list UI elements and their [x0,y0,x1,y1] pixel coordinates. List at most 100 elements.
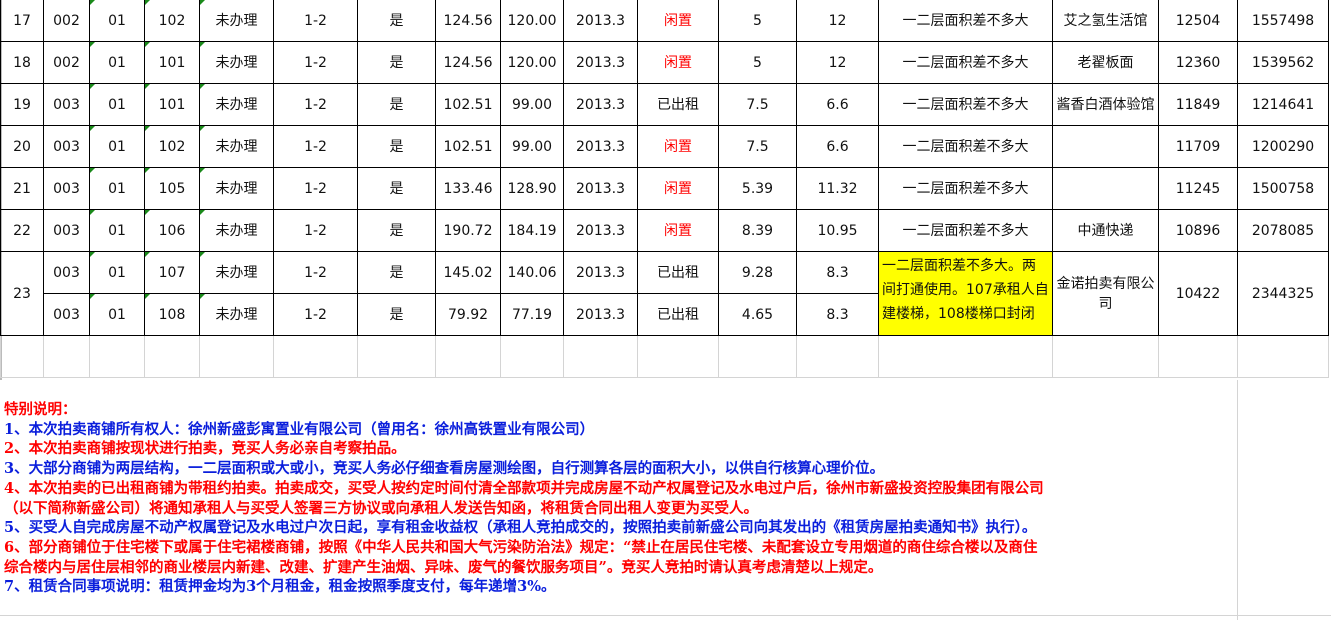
cell-no[interactable]: 23 [0,251,44,336]
cell-room[interactable]: 102 [144,0,200,42]
cell-year[interactable]: 2013.3 [563,293,638,336]
cell-flag[interactable]: 是 [357,125,436,168]
cell-tenant[interactable]: 艾之氢生活馆 [1052,0,1159,42]
cell-v1[interactable]: 5.39 [718,167,797,210]
cell-floor[interactable]: 1-2 [273,125,358,168]
cell-room[interactable]: 108 [144,293,200,336]
empty-cell[interactable] [273,335,358,378]
cell-total[interactable]: 1214641 [1237,83,1329,126]
cell-status[interactable]: 已出租 [637,83,719,126]
cell-remark[interactable]: 一二层面积差不多大 [878,209,1053,252]
cell-flag[interactable]: 是 [357,293,436,336]
cell-flag[interactable]: 是 [357,83,436,126]
cell-floor[interactable]: 1-2 [273,167,358,210]
cell-bldg[interactable]: 003 [43,251,90,294]
empty-cell[interactable] [718,335,797,378]
cell-no[interactable]: 21 [0,167,44,210]
cell-cert[interactable]: 未办理 [199,251,274,294]
cell-price[interactable]: 11849 [1158,83,1238,126]
empty-cell[interactable] [435,335,501,378]
cell-room[interactable]: 101 [144,83,200,126]
cell-total[interactable]: 1557498 [1237,0,1329,42]
cell-v1[interactable]: 4.65 [718,293,797,336]
cell-remark[interactable]: 一二层面积差不多大 [878,0,1053,42]
cell-no[interactable]: 20 [0,125,44,168]
cell-floor[interactable]: 1-2 [273,41,358,84]
cell-v2[interactable]: 12 [796,0,879,42]
cell-v1[interactable]: 8.39 [718,209,797,252]
cell-status[interactable]: 闲置 [637,125,719,168]
cell-remark[interactable]: 一二层面积差不多大 [878,125,1053,168]
cell-room[interactable]: 105 [144,167,200,210]
cell-total[interactable]: 1539562 [1237,41,1329,84]
empty-cell[interactable] [796,335,879,378]
cell-floor[interactable]: 1-2 [273,0,358,42]
cell-room[interactable]: 106 [144,209,200,252]
cell-area2[interactable]: 99.00 [500,83,564,126]
cell-status[interactable]: 闲置 [637,0,719,42]
empty-cell[interactable] [0,335,44,378]
cell-price[interactable]: 10896 [1158,209,1238,252]
empty-cell[interactable] [1237,335,1329,378]
cell-status[interactable]: 闲置 [637,209,719,252]
cell-cert[interactable]: 未办理 [199,209,274,252]
cell-status[interactable]: 闲置 [637,167,719,210]
cell-price[interactable]: 11245 [1158,167,1238,210]
cell-unit[interactable]: 01 [89,125,145,168]
cell-flag[interactable]: 是 [357,209,436,252]
cell-price[interactable]: 12360 [1158,41,1238,84]
cell-unit[interactable]: 01 [89,209,145,252]
cell-v1[interactable]: 9.28 [718,251,797,294]
cell-cert[interactable]: 未办理 [199,167,274,210]
cell-area2[interactable]: 120.00 [500,0,564,42]
cell-year[interactable]: 2013.3 [563,167,638,210]
cell-bldg[interactable]: 003 [43,209,90,252]
cell-area2[interactable]: 140.06 [500,251,564,294]
cell-cert[interactable]: 未办理 [199,83,274,126]
empty-cell[interactable] [637,335,719,378]
cell-unit[interactable]: 01 [89,83,145,126]
empty-cell[interactable] [1158,335,1238,378]
cell-bldg[interactable]: 003 [43,83,90,126]
cell-status[interactable]: 已出租 [637,251,719,294]
cell-flag[interactable]: 是 [357,0,436,42]
cell-bldg[interactable]: 003 [43,293,90,336]
cell-no[interactable]: 19 [0,83,44,126]
cell-v1[interactable]: 7.5 [718,125,797,168]
cell-no[interactable]: 17 [0,0,44,42]
empty-cell[interactable] [89,335,145,378]
cell-bldg[interactable]: 002 [43,0,90,42]
cell-area1[interactable]: 124.56 [435,0,501,42]
cell-area1[interactable]: 79.92 [435,293,501,336]
cell-v1[interactable]: 7.5 [718,83,797,126]
cell-no[interactable]: 18 [0,41,44,84]
cell-price[interactable]: 12504 [1158,0,1238,42]
cell-floor[interactable]: 1-2 [273,293,358,336]
cell-total[interactable]: 1500758 [1237,167,1329,210]
cell-year[interactable]: 2013.3 [563,251,638,294]
cell-tenant[interactable]: 老翟板面 [1052,41,1159,84]
empty-cell[interactable] [500,335,564,378]
cell-area1[interactable]: 145.02 [435,251,501,294]
cell-year[interactable]: 2013.3 [563,125,638,168]
cell-v2[interactable]: 12 [796,41,879,84]
cell-total[interactable]: 1200290 [1237,125,1329,168]
empty-cell[interactable] [878,335,1053,378]
cell-cert[interactable]: 未办理 [199,125,274,168]
cell-remark-highlighted[interactable]: 一二层面积差不多大。两间打通使用。107承租人自建楼梯，108楼梯口封闭 [878,251,1053,336]
cell-area1[interactable]: 102.51 [435,125,501,168]
cell-status[interactable]: 闲置 [637,41,719,84]
cell-unit[interactable]: 01 [89,293,145,336]
cell-unit[interactable]: 01 [89,251,145,294]
cell-year[interactable]: 2013.3 [563,209,638,252]
cell-price[interactable]: 10422 [1158,251,1238,336]
cell-v2[interactable]: 11.32 [796,167,879,210]
cell-tenant[interactable] [1052,125,1159,168]
cell-flag[interactable]: 是 [357,41,436,84]
cell-bldg[interactable]: 002 [43,41,90,84]
cell-no[interactable]: 22 [0,209,44,252]
cell-cert[interactable]: 未办理 [199,0,274,42]
cell-area1[interactable]: 124.56 [435,41,501,84]
cell-unit[interactable]: 01 [89,167,145,210]
cell-area2[interactable]: 184.19 [500,209,564,252]
